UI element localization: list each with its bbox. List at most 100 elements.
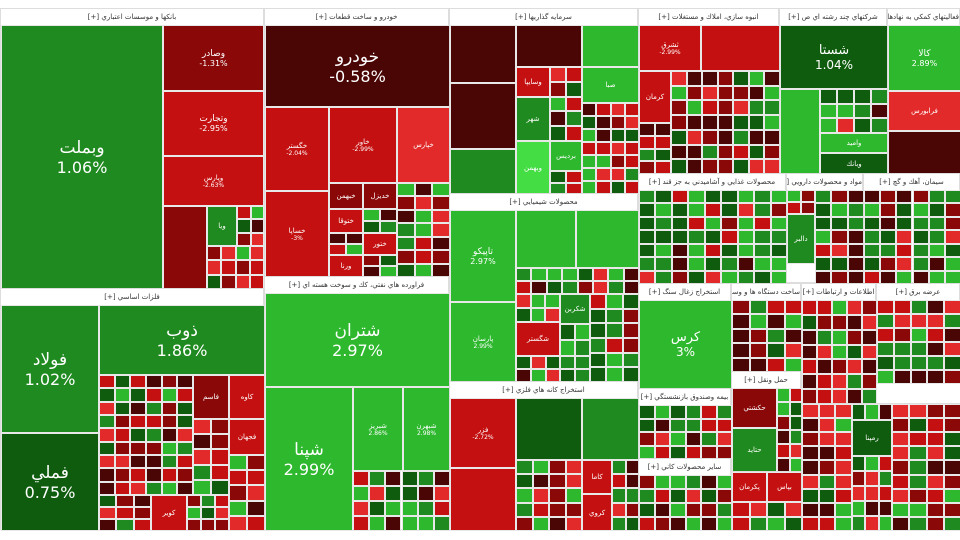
small-tile[interactable]	[671, 203, 689, 217]
tile-saba[interactable]: صبا	[582, 67, 639, 103]
small-tile[interactable]	[114, 468, 131, 482]
tile-vtejarat[interactable]: وتجارت -2.95%	[163, 91, 264, 156]
sector-header[interactable]: عرضه برق [+]	[877, 284, 959, 300]
small-tile[interactable]	[639, 190, 656, 204]
small-tile[interactable]	[187, 495, 201, 507]
small-tile[interactable]	[847, 230, 864, 244]
small-tile[interactable]	[414, 263, 433, 277]
small-tile[interactable]	[211, 479, 229, 495]
small-tile[interactable]	[770, 230, 787, 244]
small-tile[interactable]	[622, 367, 639, 382]
small-tile[interactable]	[878, 501, 892, 516]
small-tile[interactable]	[754, 203, 771, 217]
small-tile[interactable]	[847, 314, 862, 330]
small-tile[interactable]	[146, 415, 162, 429]
small-tile[interactable]	[671, 190, 689, 204]
tile-invest-a[interactable]	[450, 25, 516, 83]
tile-rampna[interactable]: رمپنا	[852, 420, 892, 456]
small-tile[interactable]	[686, 129, 703, 145]
small-tile[interactable]	[910, 300, 928, 314]
small-tile[interactable]	[414, 223, 433, 237]
tile-khavar[interactable]: خاور -2.99%	[329, 107, 397, 183]
small-tile[interactable]	[716, 405, 732, 419]
small-tile[interactable]	[704, 203, 722, 217]
small-tile[interactable]	[927, 370, 945, 384]
small-tile[interactable]	[560, 356, 576, 369]
small-tile[interactable]	[831, 216, 848, 231]
small-tile[interactable]	[685, 432, 701, 446]
small-tile[interactable]	[193, 419, 211, 435]
small-tile[interactable]	[565, 474, 582, 489]
small-tile[interactable]	[414, 183, 433, 197]
small-tile[interactable]	[871, 118, 888, 133]
small-tile[interactable]	[815, 257, 832, 271]
small-tile[interactable]	[880, 190, 897, 204]
small-tile[interactable]	[99, 455, 115, 469]
small-tile[interactable]	[835, 474, 852, 489]
small-tile[interactable]	[606, 352, 623, 368]
small-tile[interactable]	[880, 243, 897, 258]
small-tile[interactable]	[623, 268, 639, 281]
small-tile[interactable]	[114, 455, 131, 469]
small-tile[interactable]	[854, 89, 871, 104]
small-tile[interactable]	[193, 449, 211, 465]
small-tile[interactable]	[892, 418, 910, 433]
small-tile[interactable]	[229, 470, 247, 486]
small-tile[interactable]	[770, 203, 787, 217]
small-tile[interactable]	[818, 488, 836, 503]
small-tile[interactable]	[146, 481, 162, 495]
small-tile[interactable]	[732, 314, 750, 329]
small-tile[interactable]	[748, 144, 765, 160]
small-tile[interactable]	[912, 243, 929, 258]
small-tile[interactable]	[764, 159, 780, 174]
small-tile[interactable]	[385, 486, 402, 501]
small-tile[interactable]	[926, 432, 944, 447]
small-tile[interactable]	[590, 294, 607, 309]
small-tile[interactable]	[215, 495, 229, 507]
small-tile[interactable]	[565, 488, 582, 503]
small-tile[interactable]	[767, 300, 785, 315]
small-tile[interactable]	[685, 405, 701, 419]
small-tile[interactable]	[688, 216, 705, 231]
small-tile[interactable]	[207, 246, 222, 261]
small-tile[interactable]	[250, 219, 264, 233]
tile-fasem[interactable]: فاسم	[193, 375, 229, 419]
small-tile[interactable]	[944, 300, 960, 314]
small-tile[interactable]	[877, 356, 894, 370]
small-tile[interactable]	[532, 502, 549, 517]
small-tile[interactable]	[847, 243, 864, 258]
small-tile[interactable]	[130, 455, 146, 469]
small-tile[interactable]	[249, 274, 264, 289]
small-tile[interactable]	[852, 471, 866, 486]
small-tile[interactable]	[912, 190, 929, 204]
small-tile[interactable]	[114, 441, 131, 455]
small-tile[interactable]	[943, 446, 960, 461]
tile-shbehran[interactable]: شبهرن 2.98%	[403, 387, 450, 471]
small-tile[interactable]	[608, 268, 624, 281]
small-tile[interactable]	[655, 270, 672, 284]
small-tile[interactable]	[221, 274, 236, 289]
small-tile[interactable]	[550, 171, 566, 183]
small-tile[interactable]	[353, 486, 370, 501]
small-tile[interactable]	[892, 516, 910, 531]
small-tile[interactable]	[622, 338, 639, 353]
small-tile[interactable]	[837, 103, 854, 119]
small-tile[interactable]	[818, 474, 836, 489]
small-tile[interactable]	[820, 103, 837, 119]
small-tile[interactable]	[187, 519, 201, 531]
small-tile[interactable]	[944, 270, 960, 284]
small-tile[interactable]	[622, 294, 639, 309]
small-tile[interactable]	[612, 502, 626, 517]
small-tile[interactable]	[818, 460, 836, 475]
small-tile[interactable]	[249, 260, 264, 275]
small-tile[interactable]	[909, 432, 927, 447]
small-tile[interactable]	[748, 85, 765, 101]
small-tile[interactable]	[670, 503, 686, 517]
small-tile[interactable]	[784, 516, 802, 531]
small-tile[interactable]	[432, 263, 450, 277]
small-tile[interactable]	[847, 270, 864, 284]
small-tile[interactable]	[832, 329, 847, 345]
small-tile[interactable]	[146, 428, 162, 442]
small-tile[interactable]	[655, 190, 672, 204]
small-tile[interactable]	[815, 216, 832, 231]
